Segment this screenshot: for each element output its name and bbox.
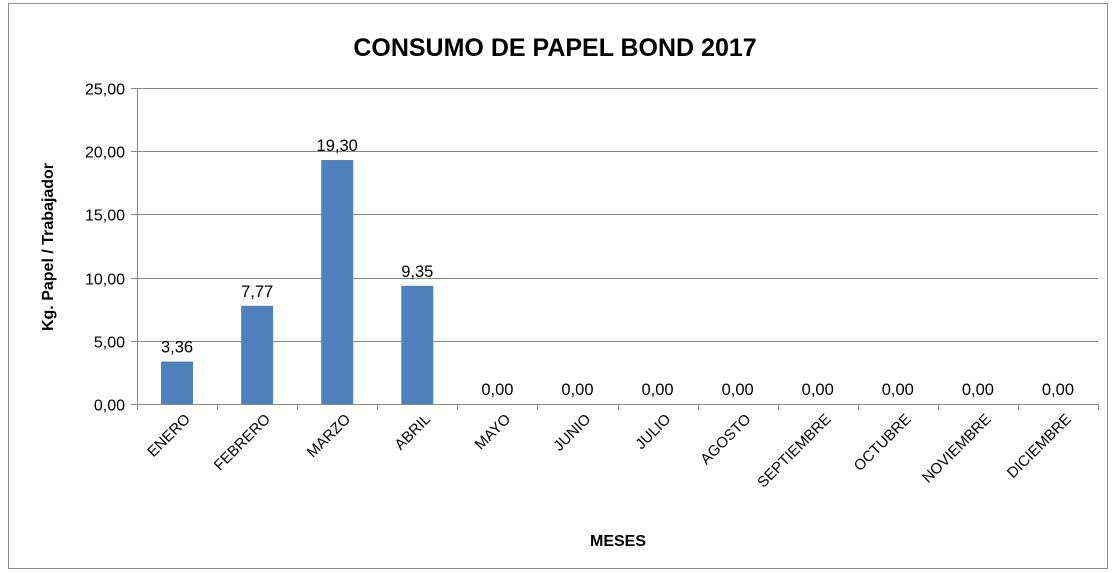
x-axis-ticks: ENERO FEBRERO MARZO ABRIL MAYO JUNIO JULIO AGOS… <box>144 411 1075 491</box>
x-tick-label: MAYO <box>472 411 514 453</box>
data-label: 3,36 <box>161 339 193 357</box>
data-label: 19,30 <box>317 137 358 155</box>
bar-abril <box>401 285 434 404</box>
x-tick-label: MARZO <box>304 411 354 461</box>
chart-frame <box>8 3 1108 569</box>
y-axis-ticks: 0,00 5,00 10,00 15,00 20,00 25,00 <box>85 82 125 415</box>
x-tick-label: OCTUBRE <box>851 411 915 475</box>
bars <box>161 160 434 404</box>
x-tick-label: NOVIEMBRE <box>919 411 995 487</box>
x-tick-label: ABRIL <box>391 411 434 454</box>
data-label: 0,00 <box>641 381 673 399</box>
data-label: 0,00 <box>962 381 994 399</box>
gridlines <box>131 88 1099 410</box>
x-tick-label: SEPTIEMBRE <box>754 411 834 491</box>
chart-title: CONSUMO DE PAPEL BOND 2017 <box>353 34 756 62</box>
data-label: 0,00 <box>561 381 593 399</box>
y-tick-label: 10,00 <box>85 272 125 289</box>
y-tick-label: 0,00 <box>94 398 125 415</box>
x-tick-label: JULIO <box>632 411 674 453</box>
bar-febrero <box>241 305 274 404</box>
y-tick-label: 5,00 <box>94 335 125 352</box>
data-labels: 3,36 7,77 19,30 9,35 0,00 0,00 0,00 0,00 0,00 0,0… <box>161 137 1074 399</box>
x-axis-title: MESES <box>590 533 646 550</box>
bar-marzo <box>321 160 354 404</box>
data-label: 0,00 <box>722 381 754 399</box>
y-axis-title: Kg. Papel / Trabajador <box>40 163 57 331</box>
data-label: 0,00 <box>882 381 914 399</box>
y-tick-label: 20,00 <box>85 145 125 162</box>
data-label: 7,77 <box>241 283 273 301</box>
x-tick-label: ENERO <box>144 411 194 461</box>
x-tick-label: DICIEMBRE <box>1004 411 1075 482</box>
x-tick-label: AGOSTO <box>697 411 754 468</box>
data-label: 0,00 <box>1042 381 1074 399</box>
data-label: 0,00 <box>802 381 834 399</box>
x-tick-label: FEBRERO <box>211 411 274 474</box>
y-tick-label: 15,00 <box>85 208 125 225</box>
data-label: 0,00 <box>481 381 513 399</box>
bar-enero <box>161 361 194 404</box>
y-tick-label: 25,00 <box>85 82 125 99</box>
x-tick-label: JUNIO <box>550 411 594 455</box>
data-label: 9,35 <box>401 263 433 281</box>
